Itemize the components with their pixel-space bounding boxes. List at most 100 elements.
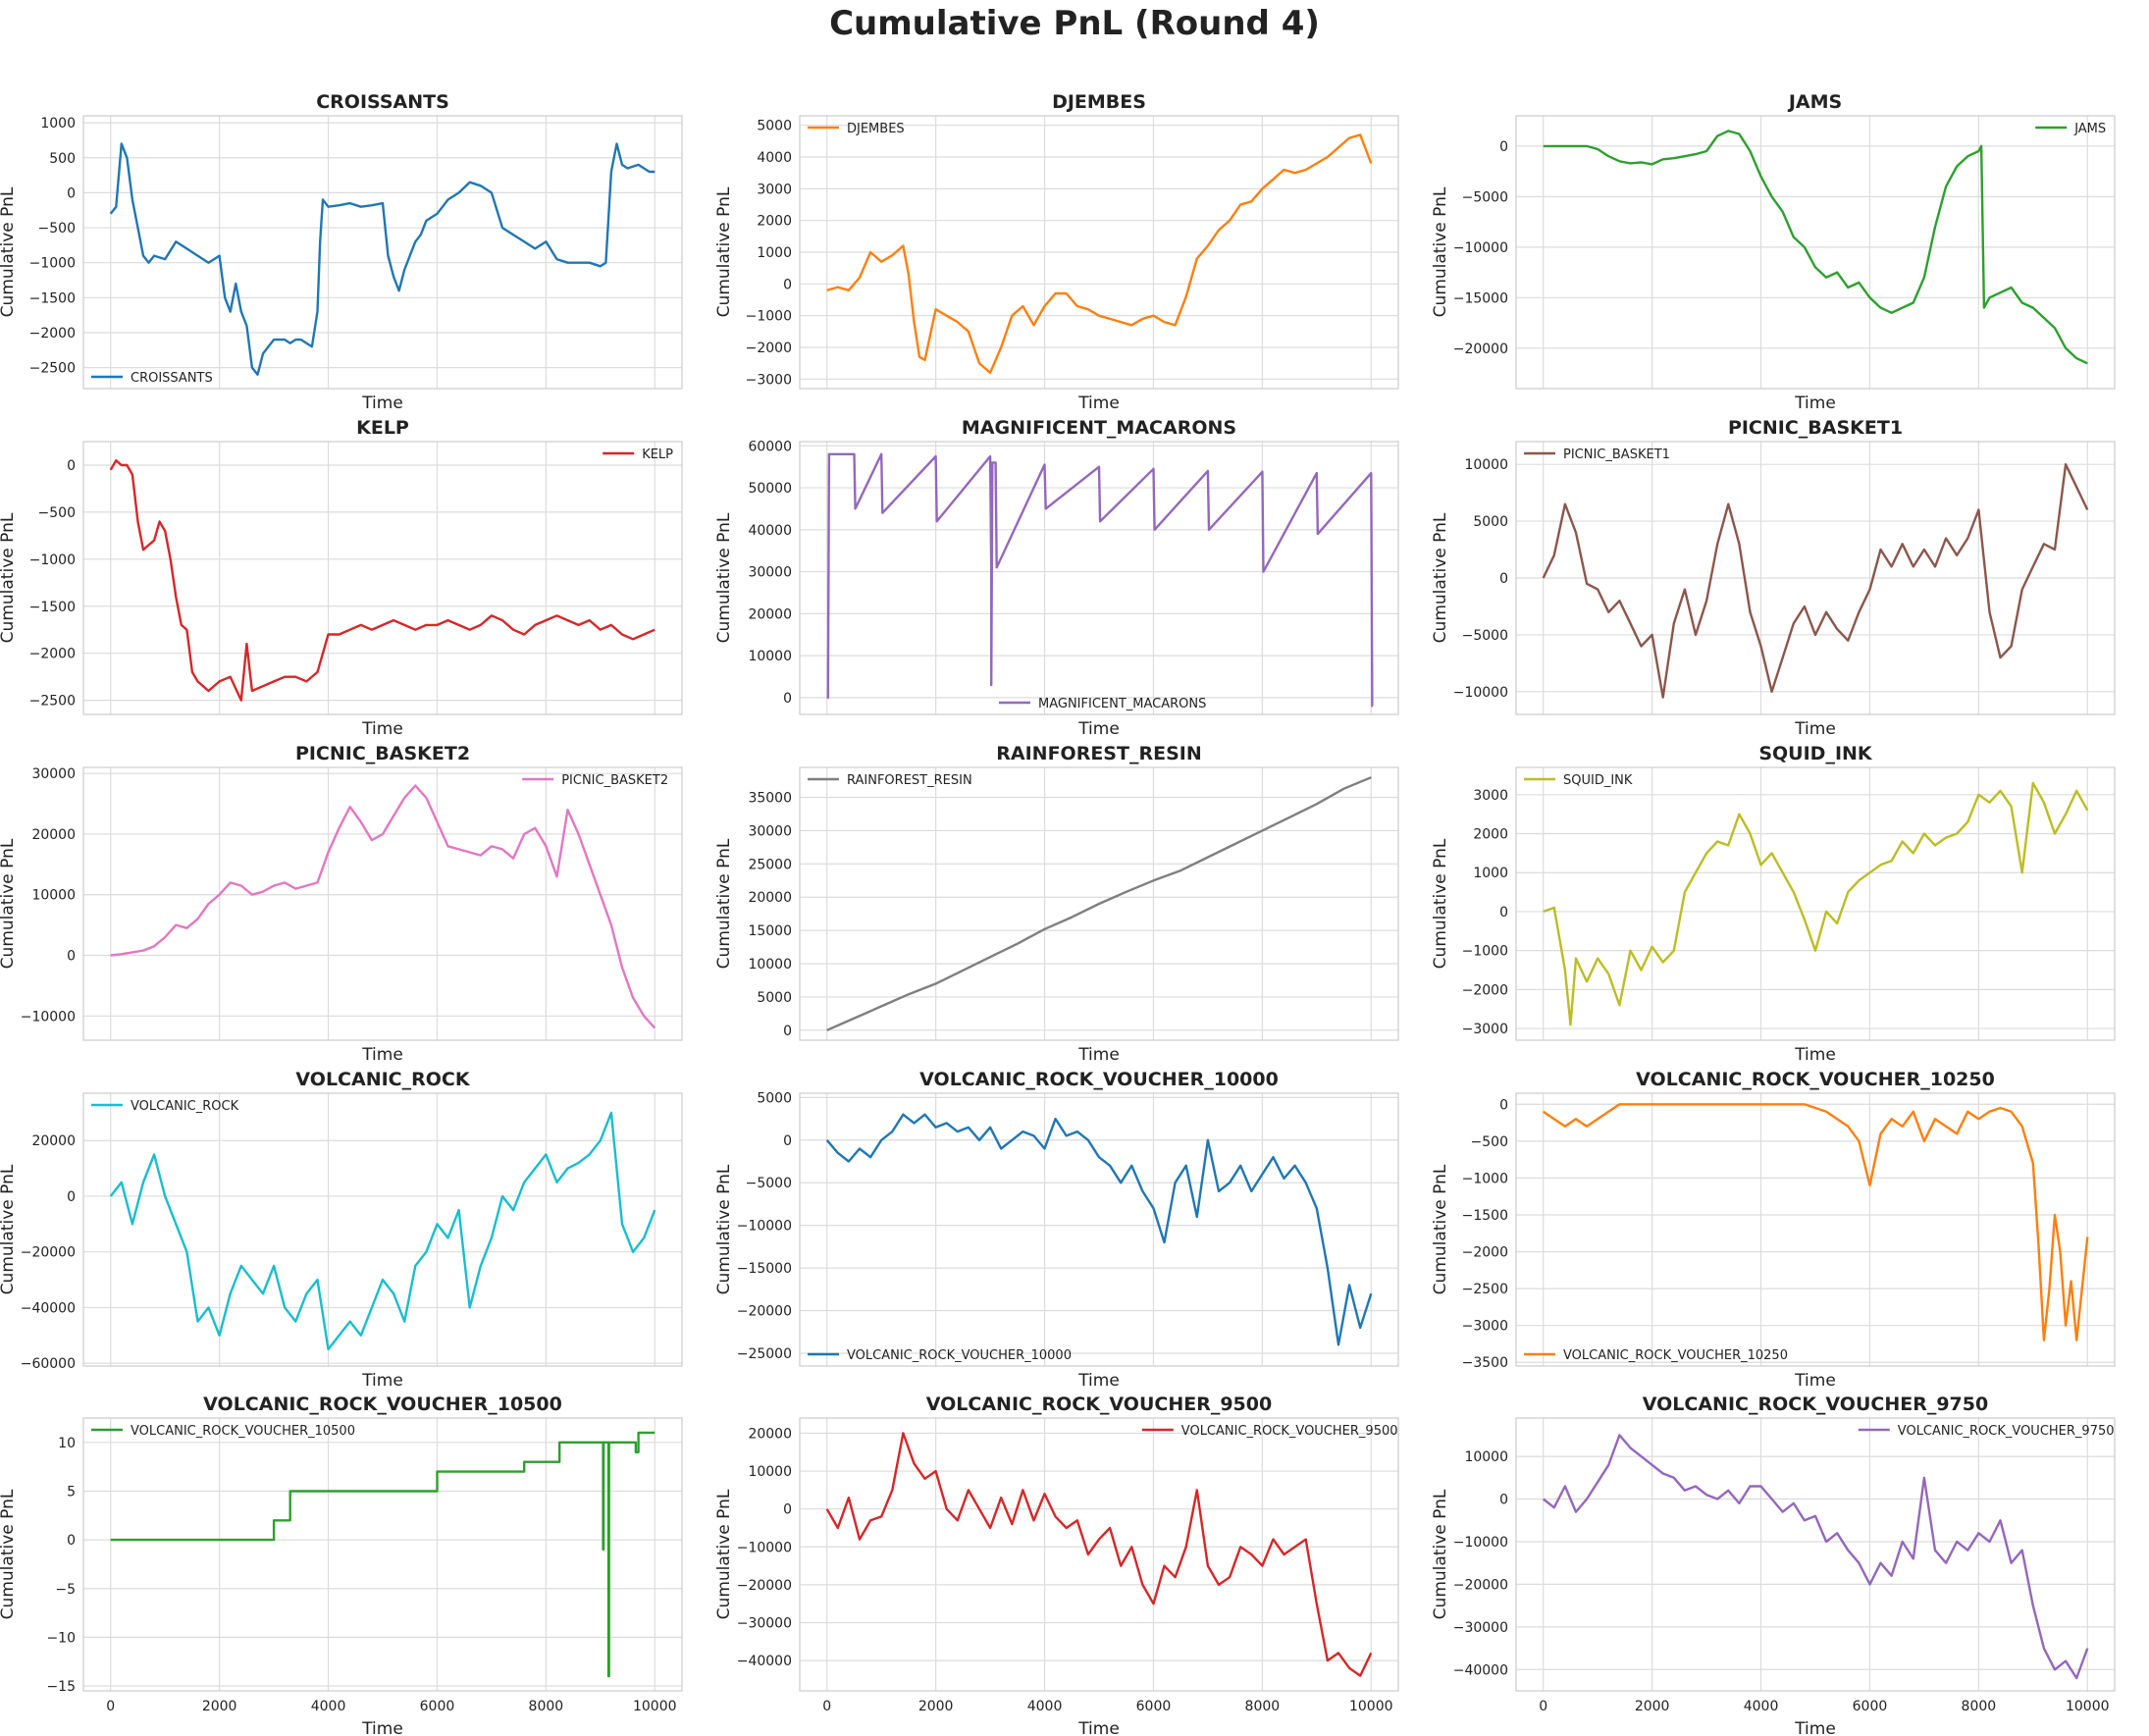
chart-kelp: −2500 −2000 −1500 −1000 −500 0 Time Cumulative … xyxy=(0,417,683,739)
chart-volcanic-rock-voucher-10000: −25000 −20000 −15000 −10000 −5000 0 5000 Time Cu… xyxy=(714,1069,1399,1391)
legend-label: PICNIC_BASKET1 xyxy=(1563,447,1670,462)
y-tick-label: −10000 xyxy=(737,1219,792,1235)
x-tick-label: 8000 xyxy=(1962,1699,1997,1714)
y-tick-label: 5 xyxy=(67,1484,76,1499)
legend-label: VOLCANIC_ROCK_VOUCHER_10500 xyxy=(131,1424,355,1439)
y-tick-label: −2000 xyxy=(1462,1245,1508,1261)
y-tick-label: 5000 xyxy=(757,119,792,134)
chart-picnic-basket2: −10000 0 10000 20000 30000 Time Cumulative PnL… xyxy=(0,743,683,1065)
legend-label: RAINFOREST_RESIN xyxy=(847,773,972,788)
y-tick-label: 500 xyxy=(49,151,76,167)
y-tick-label: −3000 xyxy=(1462,1022,1508,1037)
x-tick-label: 0 xyxy=(1539,1699,1547,1714)
chart-title: PICNIC_BASKET2 xyxy=(295,743,470,764)
y-tick-label: −3000 xyxy=(746,372,792,388)
y-axis-label: Cumulative PnL xyxy=(714,838,734,969)
series-line xyxy=(1543,781,2089,1026)
series-line xyxy=(826,452,1374,708)
y-tick-label: 0 xyxy=(1499,571,1508,587)
y-tick-label: −40000 xyxy=(1453,1662,1508,1678)
series-line xyxy=(826,776,1372,1031)
y-tick-label: 10000 xyxy=(31,888,76,904)
chart-title: DJEMBES xyxy=(1052,91,1146,113)
y-axis-label: Cumulative PnL xyxy=(0,512,18,643)
chart-volcanic-rock-voucher-10250: −3500 −3000 −2500 −2000 −1500 −1000 −500 0 Time C… xyxy=(1431,1069,2116,1391)
y-tick-label: 0 xyxy=(67,1533,76,1549)
y-axis-label: Cumulative PnL xyxy=(0,1164,18,1294)
y-tick-label: 10000 xyxy=(748,649,792,664)
y-tick-label: −30000 xyxy=(737,1616,792,1632)
y-tick-label: −2500 xyxy=(29,361,76,377)
legend-label: CROISSANTS xyxy=(131,371,213,386)
chart-title: VOLCANIC_ROCK_VOUCHER_10500 xyxy=(203,1394,562,1415)
y-tick-label: 40000 xyxy=(748,523,792,539)
y-tick-label: −20000 xyxy=(1453,342,1508,357)
y-tick-label: −10 xyxy=(46,1630,76,1646)
y-tick-label: −1500 xyxy=(29,600,76,615)
y-tick-label: −3000 xyxy=(1462,1319,1508,1335)
plot-frame xyxy=(799,115,1399,390)
y-tick-label: −40000 xyxy=(21,1300,76,1316)
y-tick-label: −1500 xyxy=(29,290,76,306)
plot-frame xyxy=(1515,441,2116,715)
x-axis-label: Time xyxy=(1794,394,1836,413)
x-tick-label: 0 xyxy=(106,1699,115,1714)
x-tick-label: 6000 xyxy=(420,1699,455,1714)
y-tick-label: −15000 xyxy=(1453,290,1508,306)
legend-label: VOLCANIC_ROCK_VOUCHER_10250 xyxy=(1563,1348,1788,1363)
plot-frame xyxy=(82,115,683,390)
series-line xyxy=(109,1111,656,1351)
y-tick-label: 0 xyxy=(1499,139,1508,155)
legend-label: PICNIC_BASKET2 xyxy=(561,773,668,788)
x-tick-label: 4000 xyxy=(1744,1699,1779,1714)
x-tick-label: 8000 xyxy=(1245,1699,1281,1714)
y-tick-label: −5000 xyxy=(1462,628,1508,644)
legend-label: VOLCANIC_ROCK_VOUCHER_10000 xyxy=(847,1348,1072,1363)
y-tick-label: 10000 xyxy=(748,957,792,973)
y-tick-label: −5000 xyxy=(1462,189,1508,205)
y-tick-label: −10000 xyxy=(737,1540,792,1555)
chart-croissants: −2500 −2000 −1500 −1000 −500 0 500 1000 Time Cumu… xyxy=(0,91,683,413)
y-tick-label: −60000 xyxy=(21,1356,76,1372)
plot-frame xyxy=(799,766,1399,1041)
y-tick-label: 0 xyxy=(1499,905,1508,921)
x-axis-label: Time xyxy=(1077,1045,1120,1065)
y-tick-label: 30000 xyxy=(31,766,76,782)
y-tick-label: −1000 xyxy=(746,309,792,325)
legend-label: KELP xyxy=(642,447,673,462)
y-tick-label: −1000 xyxy=(1462,944,1508,960)
legend-label: JAMS xyxy=(2073,122,2106,136)
x-axis-label: Time xyxy=(1077,1371,1120,1391)
y-tick-label: −15000 xyxy=(737,1261,792,1277)
y-tick-label: 4000 xyxy=(757,150,792,166)
y-tick-label: 2000 xyxy=(1473,827,1508,843)
x-axis-label: Time xyxy=(1794,1045,1836,1065)
chart-volcanic-rock-voucher-10500: −15 −10 −5 0 5 10 0 2000 4000 6000 8000 10000 Time Cu… xyxy=(0,1394,683,1736)
y-tick-label: 60000 xyxy=(748,439,792,454)
y-tick-label: −1000 xyxy=(1462,1171,1508,1186)
y-tick-label: 0 xyxy=(67,949,76,965)
x-axis-label: Time xyxy=(361,394,403,413)
series-line xyxy=(826,133,1373,374)
y-tick-label: −2500 xyxy=(29,694,76,710)
chart-title: VOLCANIC_ROCK_VOUCHER_9750 xyxy=(1643,1394,1988,1415)
y-axis-label: Cumulative PnL xyxy=(714,1164,734,1294)
y-tick-label: −5 xyxy=(55,1582,76,1598)
y-tick-label: −3500 xyxy=(1462,1355,1508,1371)
y-tick-label: −2500 xyxy=(1462,1282,1508,1297)
y-tick-label: 35000 xyxy=(748,791,792,807)
chart-title: SQUID_INK xyxy=(1758,743,1873,764)
y-axis-label: Cumulative PnL xyxy=(714,1489,734,1619)
y-tick-label: −10000 xyxy=(21,1009,76,1025)
y-axis-label: Cumulative PnL xyxy=(0,838,18,969)
x-tick-label: 2000 xyxy=(202,1699,237,1714)
y-tick-label: 0 xyxy=(783,277,792,292)
y-tick-label: −1000 xyxy=(29,256,76,272)
chart-jams: −20000 −15000 −10000 −5000 0 Time Cumulative P… xyxy=(1431,91,2116,413)
y-tick-label: 30000 xyxy=(748,565,792,581)
y-tick-label: 10 xyxy=(58,1436,76,1451)
chart-title: VOLCANIC_ROCK_VOUCHER_10250 xyxy=(1636,1069,1995,1090)
x-axis-label: Time xyxy=(361,1045,403,1065)
y-tick-label: −10000 xyxy=(1453,685,1508,701)
